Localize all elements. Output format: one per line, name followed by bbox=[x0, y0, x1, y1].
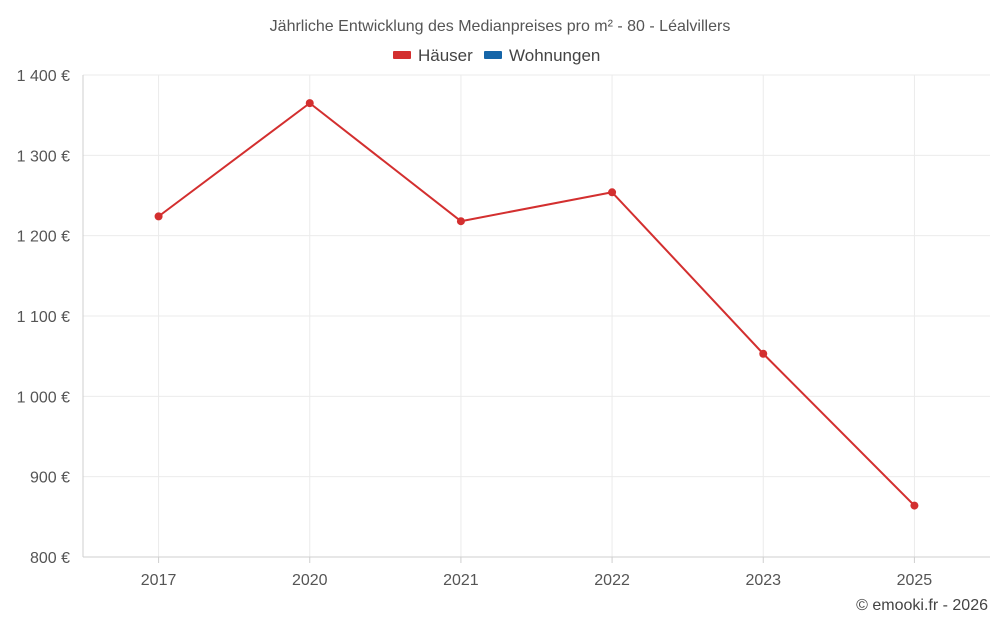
legend-label-haeuser: Häuser bbox=[418, 46, 473, 65]
y-tick-label: 1 200 € bbox=[17, 229, 70, 246]
x-tick-label: 2023 bbox=[745, 572, 781, 589]
x-tick-label: 2025 bbox=[897, 572, 933, 589]
x-tick-label: 2020 bbox=[292, 572, 328, 589]
x-gridlines bbox=[158, 75, 915, 563]
chart-title: Jährliche Entwicklung des Medianpreises … bbox=[270, 18, 731, 35]
x-tick-label: 2022 bbox=[594, 572, 630, 589]
y-tick-label: 800 € bbox=[30, 550, 70, 567]
legend-label-wohnungen: Wohnungen bbox=[509, 46, 600, 65]
x-axis-labels: 2017 2020 2021 2022 2023 2025 bbox=[141, 572, 933, 589]
data-point[interactable] bbox=[154, 212, 163, 221]
y-tick-label: 1 000 € bbox=[17, 389, 70, 406]
y-tick-label: 1 300 € bbox=[17, 148, 70, 165]
series-line bbox=[157, 102, 916, 507]
data-point[interactable] bbox=[456, 217, 465, 226]
legend: Häuser Wohnungen bbox=[393, 46, 600, 65]
y-tick-label: 1 400 € bbox=[17, 68, 70, 85]
x-tick-label: 2017 bbox=[141, 572, 177, 589]
series-group bbox=[154, 99, 919, 510]
data-point[interactable] bbox=[305, 99, 314, 108]
legend-swatch-wohnungen bbox=[484, 51, 502, 59]
footer-credit: © emooki.fr - 2026 bbox=[856, 597, 988, 614]
y-tick-label: 1 100 € bbox=[17, 309, 70, 326]
legend-item-haeuser[interactable]: Häuser bbox=[393, 46, 473, 65]
x-tick-label: 2021 bbox=[443, 572, 479, 589]
y-tick-label: 900 € bbox=[30, 470, 70, 487]
legend-swatch-haeuser bbox=[393, 51, 411, 59]
data-point[interactable] bbox=[608, 188, 617, 197]
y-gridlines bbox=[83, 74, 990, 478]
y-axis-labels: 800 € 900 € 1 000 € 1 100 € 1 200 € 1 300 € 1 … bbox=[17, 68, 70, 567]
data-point[interactable] bbox=[910, 501, 919, 510]
legend-item-wohnungen[interactable]: Wohnungen bbox=[484, 46, 600, 65]
axes bbox=[82, 75, 990, 558]
data-point[interactable] bbox=[759, 349, 768, 358]
